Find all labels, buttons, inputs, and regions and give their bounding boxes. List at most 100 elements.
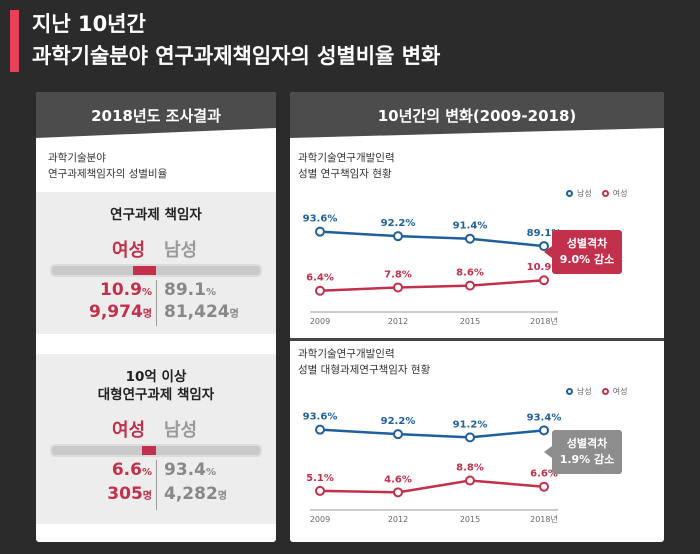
female-ratio-fill bbox=[133, 266, 156, 275]
chart2-description: 과학기술연구개발인력 성별 대형과제연구책임자 현황 bbox=[298, 346, 430, 378]
male-data-point bbox=[315, 226, 325, 237]
large-project-trend-section: 과학기술연구개발인력 성별 대형과제연구책임자 현황 남성 여성 2009 201… bbox=[290, 342, 664, 542]
x-tick-label: 2015 bbox=[460, 515, 480, 524]
female-data-point bbox=[539, 481, 549, 492]
survey-result-header: 2018년도 조사결과 bbox=[36, 92, 276, 138]
female-data-point bbox=[315, 285, 325, 296]
male-data-point bbox=[539, 425, 549, 436]
male-count: 4,282명 bbox=[164, 484, 227, 504]
male-data-label: 89.1% bbox=[527, 228, 562, 239]
header-wave-decoration bbox=[290, 128, 664, 142]
male-data-label: 93.6% bbox=[303, 412, 338, 423]
female-label: 여성 bbox=[112, 240, 146, 261]
x-tick-label: 2015 bbox=[460, 317, 480, 326]
chart2-desc-line2: 성별 대형과제연구책임자 현황 bbox=[298, 364, 431, 376]
gap-suffix: 감소 bbox=[594, 253, 615, 266]
female-legend-label: 여성 bbox=[612, 387, 628, 396]
male-count: 81,424명 bbox=[164, 302, 239, 322]
male-label: 남성 bbox=[164, 420, 198, 441]
research-lead-block: 연구과제 책임자 여성 남성 10.9% 89.1% 9,974명 81,424… bbox=[36, 192, 276, 334]
male-data-point bbox=[393, 429, 403, 440]
male-data-label: 92.2% bbox=[381, 218, 416, 229]
value-divider bbox=[156, 280, 157, 326]
female-data-label: 8.8% bbox=[456, 463, 484, 474]
x-tick-label: 2009 bbox=[310, 515, 330, 524]
male-data-label: 91.2% bbox=[453, 419, 488, 430]
male-percent: 93.4% bbox=[164, 460, 216, 480]
female-count: 305명 bbox=[107, 484, 152, 504]
gender-gap-box: 성별격차 1.9% 감소 bbox=[552, 430, 622, 474]
survey-desc-line2: 연구과제책임자의 성별비율 bbox=[48, 168, 168, 180]
gender-gap-box: 성별격차 9.0% 감소 bbox=[552, 230, 622, 274]
research-lead-line-chart: 2009 2012 2015 2018년 93.6% 92.2% 91.4% 89.1% 6.4… bbox=[303, 214, 562, 326]
female-data-label: 4.6% bbox=[384, 474, 412, 485]
ten-year-change-header: 10년간의 변화(2009-2018) bbox=[290, 92, 664, 138]
male-legend-marker bbox=[566, 388, 573, 395]
x-tick-label: 2012 bbox=[388, 515, 408, 524]
gap-suffix: 감소 bbox=[594, 453, 615, 466]
survey-description: 과학기술분야 연구과제책임자의 성별비율 bbox=[48, 150, 167, 182]
large-project-lead-block: 10억 이상 대형연구과제 책임자 여성 남성 6.6% 93.4% 305명 … bbox=[36, 354, 276, 524]
research-lead-title: 연구과제 책임자 bbox=[110, 207, 202, 223]
chart2-legend: 남성 여성 bbox=[566, 386, 627, 397]
female-data-label: 6.6% bbox=[530, 469, 558, 480]
large-project-title-line2: 대형연구과제 책임자 bbox=[97, 387, 215, 403]
gap-label: 성별격차 bbox=[566, 437, 608, 450]
ten-year-change-panel: 10년간의 변화(2009-2018) 과학기술연구개발인력 성별 연구책임자 … bbox=[290, 92, 664, 542]
large-project-line-chart: 2009 2012 2015 2018년 93.6% 92.2% 91.2% 93.4% 5.1… bbox=[303, 412, 562, 524]
male-data-point bbox=[465, 432, 475, 443]
female-legend-marker bbox=[601, 388, 609, 395]
gap-value: 9.0% bbox=[559, 253, 591, 266]
male-legend-label: 남성 bbox=[577, 189, 592, 198]
female-legend-label: 여성 bbox=[612, 189, 628, 198]
female-data-point bbox=[315, 485, 325, 496]
female-data-point bbox=[539, 275, 549, 286]
gap-box-pointer bbox=[544, 446, 552, 458]
gender-ratio-bar bbox=[50, 444, 262, 457]
gap-value: 1.9% bbox=[559, 453, 591, 466]
chart-separator bbox=[290, 338, 664, 341]
female-percent: 6.6% bbox=[111, 460, 152, 480]
female-count: 9,974명 bbox=[89, 302, 152, 322]
female-data-label: 8.6% bbox=[456, 268, 484, 279]
chart1-description: 과학기술연구개발인력 성별 연구책임자 현황 bbox=[298, 150, 395, 182]
female-data-label: 5.1% bbox=[306, 473, 334, 484]
x-tick-label: 2018년 bbox=[530, 514, 558, 524]
female-data-label: 6.4% bbox=[306, 273, 334, 284]
page-title-line1: 지난 10년간 bbox=[32, 12, 146, 36]
large-project-title-line1: 10억 이상 bbox=[125, 369, 187, 385]
male-data-label: 93.4% bbox=[527, 412, 562, 423]
male-data-point bbox=[465, 233, 475, 244]
x-tick-label: 2012 bbox=[388, 317, 408, 326]
chart2-desc-line1: 과학기술연구개발인력 bbox=[298, 348, 395, 360]
value-divider bbox=[156, 460, 157, 510]
female-data-point bbox=[465, 280, 475, 291]
female-series-line bbox=[319, 278, 545, 292]
female-data-point bbox=[393, 487, 403, 498]
gap-box-pointer bbox=[544, 246, 552, 258]
gap-label: 성별격차 bbox=[566, 237, 608, 250]
title-accent-bar bbox=[10, 10, 19, 72]
male-percent: 89.1% bbox=[164, 280, 216, 300]
chart1-legend: 남성 여성 bbox=[566, 188, 627, 199]
female-legend-marker bbox=[601, 190, 609, 197]
female-ratio-fill bbox=[142, 446, 156, 455]
x-tick-label: 2009 bbox=[310, 317, 330, 326]
female-percent: 10.9% bbox=[100, 280, 152, 300]
female-data-point bbox=[465, 475, 475, 486]
male-legend-label: 남성 bbox=[577, 387, 592, 396]
male-series-line bbox=[319, 428, 545, 439]
x-tick-label: 2018년 bbox=[530, 316, 558, 326]
female-data-label: 10.9% bbox=[527, 262, 562, 273]
female-data-label: 7.8% bbox=[384, 269, 412, 280]
female-series-line bbox=[319, 479, 545, 494]
female-label: 여성 bbox=[112, 420, 146, 441]
page-title-line2: 과학기술분야 연구과제책임자의 성별비율 변화 bbox=[32, 44, 441, 68]
chart1-desc-line1: 과학기술연구개발인력 bbox=[298, 152, 395, 164]
male-data-label: 92.2% bbox=[381, 416, 416, 427]
male-data-label: 93.6% bbox=[303, 214, 338, 225]
male-data-label: 91.4% bbox=[453, 221, 488, 232]
chart1-desc-line2: 성별 연구책임자 현황 bbox=[298, 168, 392, 180]
male-data-point bbox=[393, 231, 403, 242]
survey-desc-line1: 과학기술분야 bbox=[48, 152, 106, 164]
